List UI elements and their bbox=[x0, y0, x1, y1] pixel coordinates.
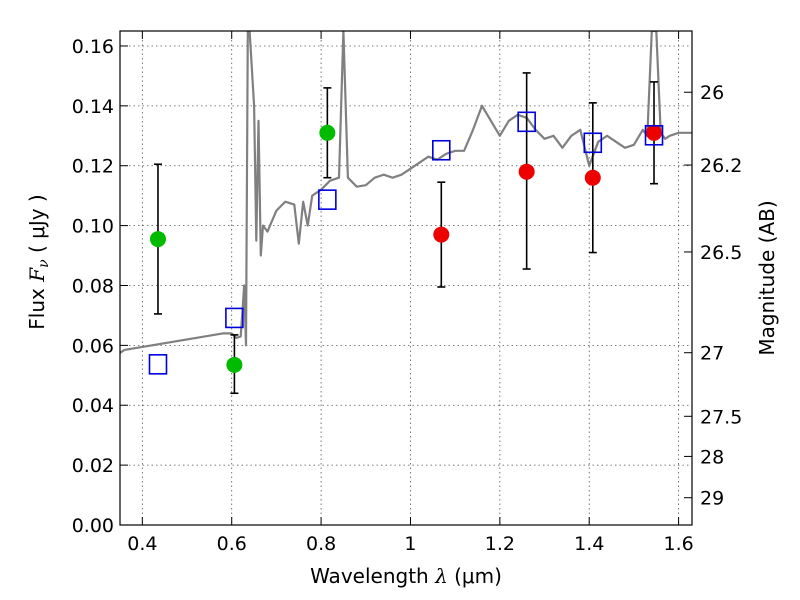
red-circle-point bbox=[646, 124, 663, 141]
model-spectrum bbox=[120, 31, 692, 354]
y-tick-label: 0.02 bbox=[72, 455, 114, 477]
x-axis-label: Wavelength λ (μm) bbox=[310, 564, 502, 588]
y-axis-label: Flux Fν ( μJy ) bbox=[25, 194, 52, 329]
red-circle-point bbox=[433, 226, 450, 243]
y-tick-label: 0.10 bbox=[72, 216, 114, 238]
red-circle-point bbox=[518, 163, 535, 180]
y-tick-label: 0.04 bbox=[72, 395, 114, 417]
y2-tick-label: 26.5 bbox=[700, 242, 742, 264]
blue-square-point bbox=[148, 354, 168, 375]
y2-tick-label: 26.2 bbox=[700, 155, 742, 177]
blue-square-point bbox=[432, 139, 451, 161]
y-tick-label: 0.08 bbox=[72, 275, 114, 297]
blue-square-point bbox=[644, 124, 664, 146]
y-tick-label: 0.16 bbox=[72, 36, 114, 58]
x-tick-label: 0.6 bbox=[217, 533, 247, 555]
x-tick-label: 1 bbox=[404, 533, 416, 555]
green-circle-point bbox=[226, 356, 243, 373]
y-tick-label: 0.06 bbox=[72, 335, 114, 357]
y-tick-label: 0.12 bbox=[72, 156, 114, 178]
y-tick-label: 0.14 bbox=[72, 96, 114, 118]
y2-tick-label: 28 bbox=[700, 446, 724, 468]
green-circle-point bbox=[149, 231, 166, 248]
blue-square-point bbox=[225, 307, 244, 329]
model-spectrum-line bbox=[120, 31, 692, 354]
y2-axis-label: Magnitude (AB) bbox=[755, 200, 779, 355]
x-tick-label: 1.4 bbox=[574, 533, 604, 555]
y2-tick-label: 27 bbox=[700, 343, 724, 365]
x-tick-label: 0.8 bbox=[306, 533, 336, 555]
photometry-points bbox=[148, 72, 664, 395]
plot-frame bbox=[119, 30, 693, 526]
x-tick-label: 0.4 bbox=[127, 533, 157, 555]
x-tick-label: 1.6 bbox=[663, 533, 693, 555]
axis-ticks: 0.4 0.6 0.8 1 1.2 1.4 1.6 0.00 0.02 0.04 0.06 0.08 0… bbox=[72, 31, 742, 555]
y2-tick-label: 26 bbox=[700, 82, 724, 104]
blue-square-point bbox=[517, 111, 536, 133]
blue-square-point bbox=[318, 189, 337, 210]
blue-square-point bbox=[583, 132, 603, 154]
y2-tick-label: 27.5 bbox=[700, 406, 742, 428]
red-circle-point bbox=[584, 169, 601, 186]
y-tick-label: 0.00 bbox=[72, 515, 114, 537]
green-circle-point bbox=[319, 124, 336, 141]
x-tick-label: 1.2 bbox=[485, 533, 515, 555]
y2-tick-label: 29 bbox=[700, 488, 724, 510]
